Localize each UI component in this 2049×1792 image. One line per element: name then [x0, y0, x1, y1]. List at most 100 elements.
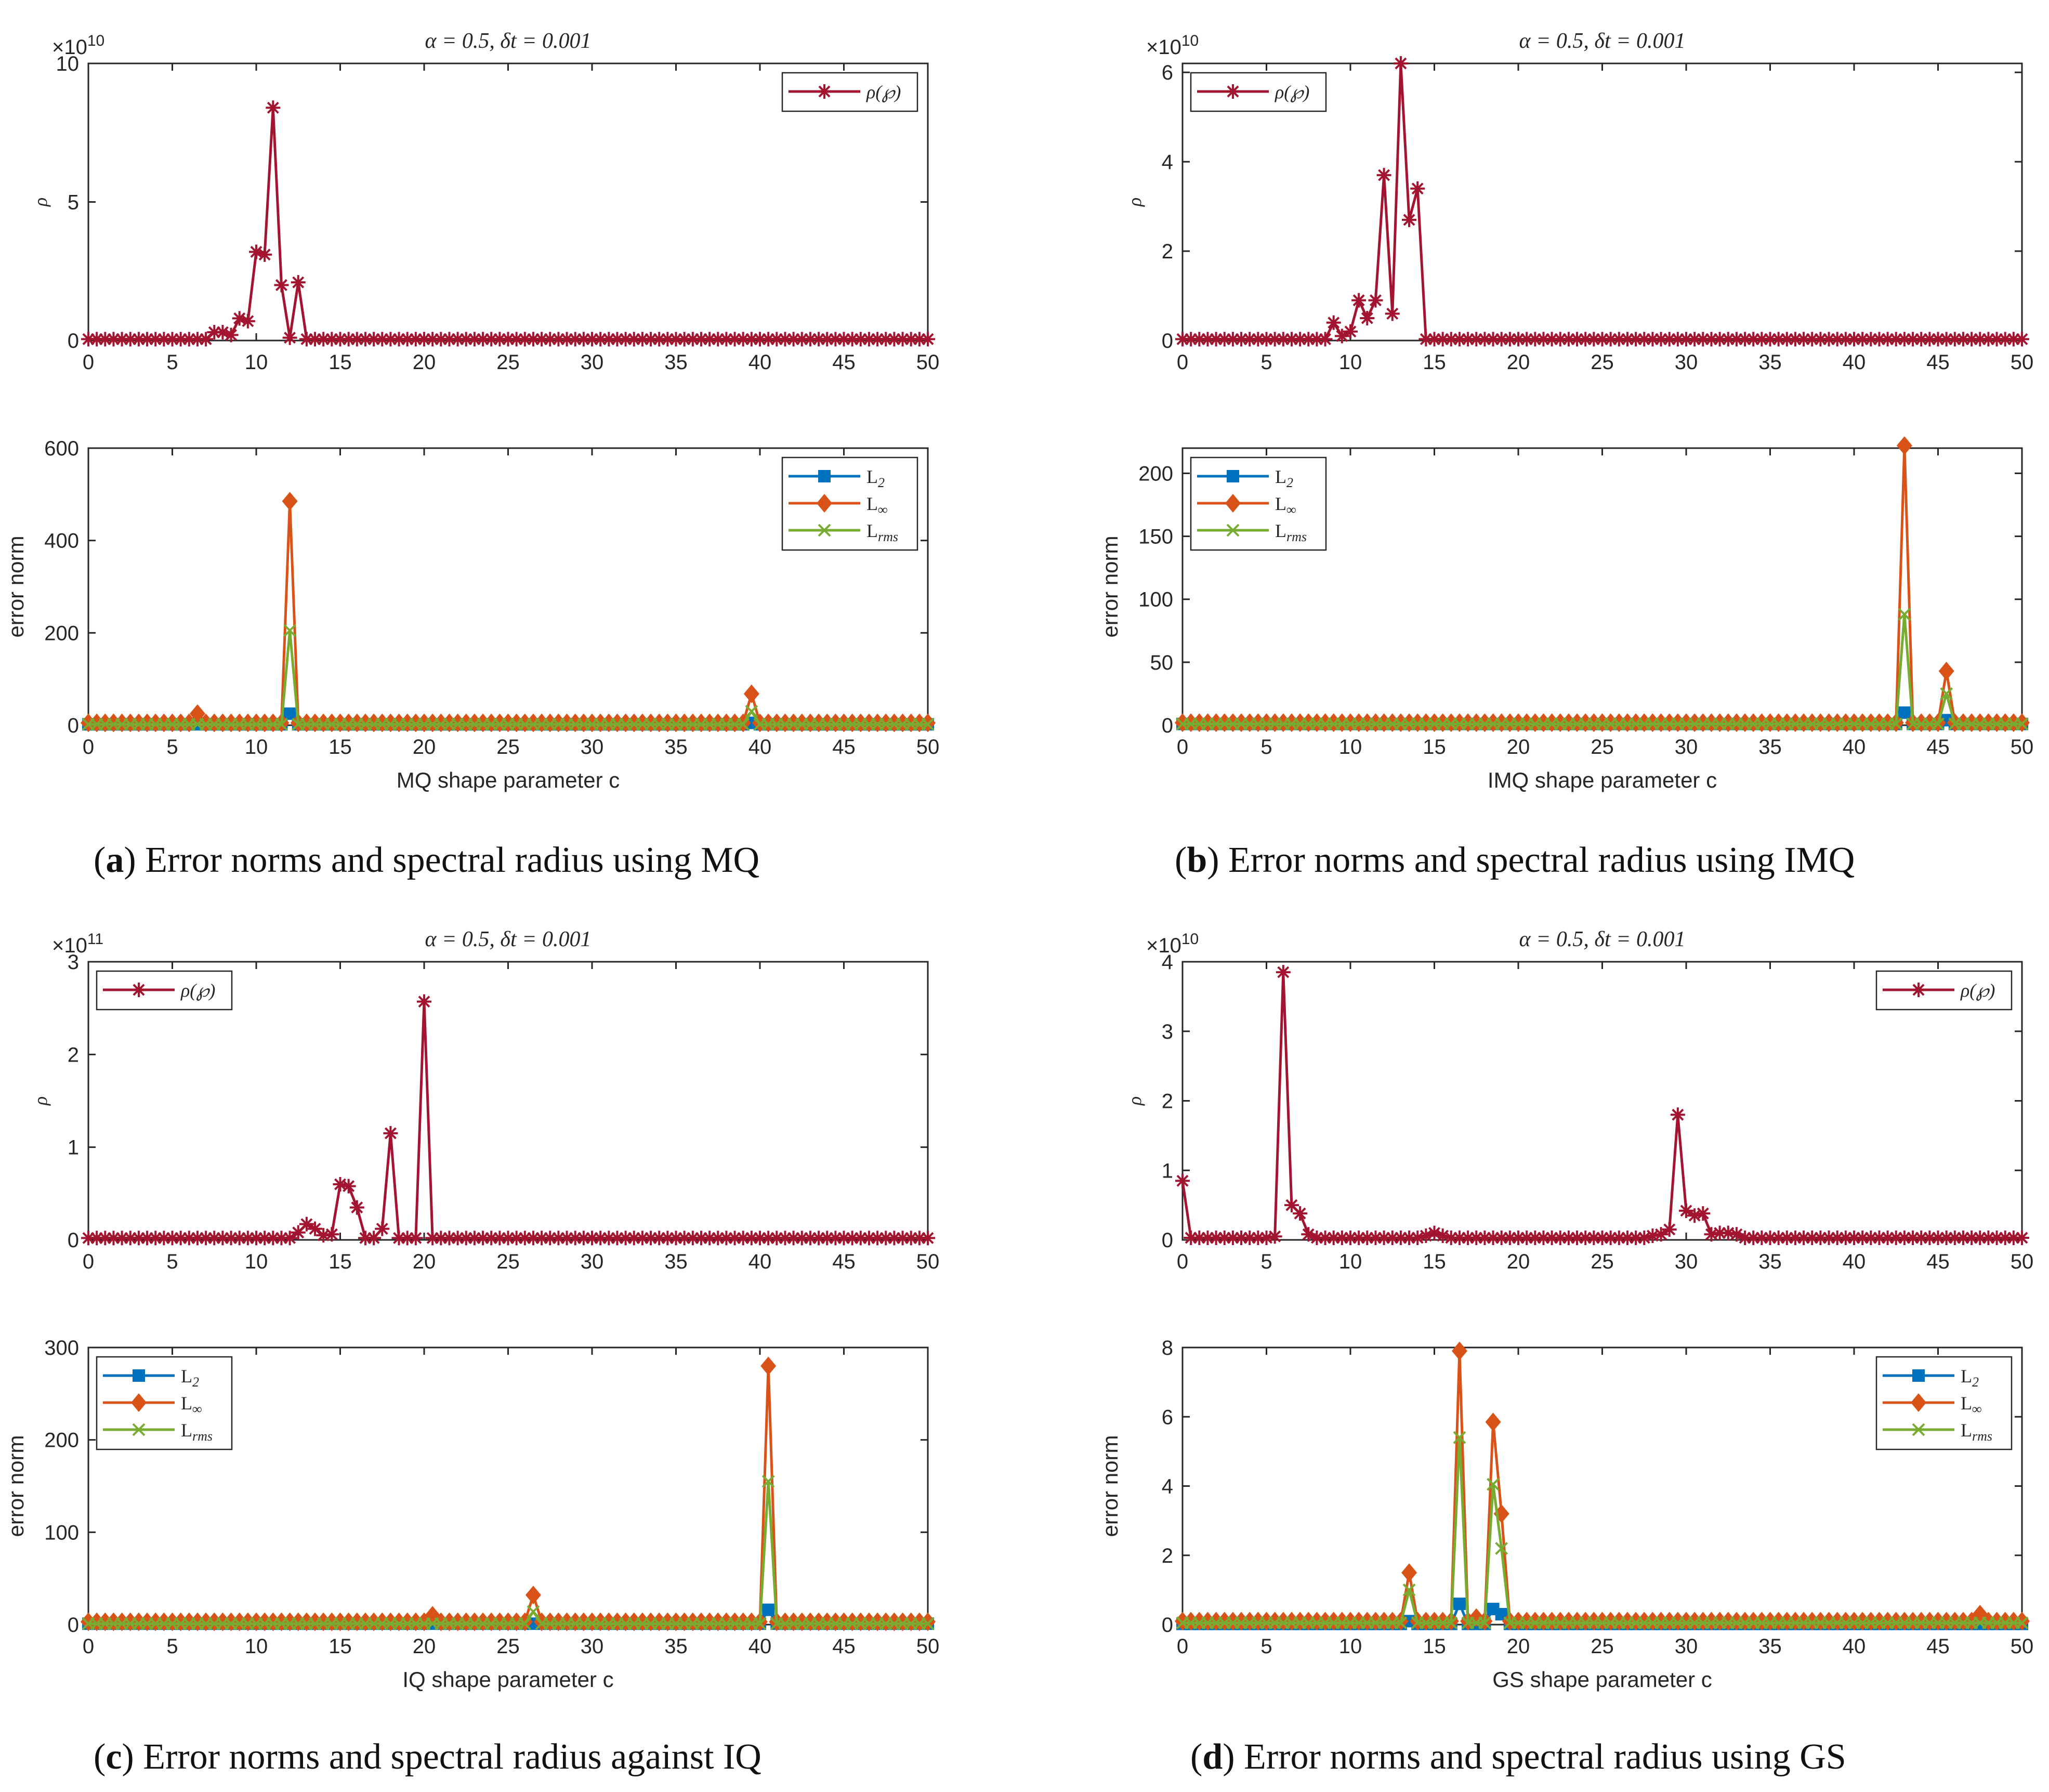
y-tick-label: 0	[68, 1614, 79, 1637]
legend-marker-rho	[1911, 983, 1926, 997]
data-point-rho	[2006, 332, 2021, 347]
data-point-rho	[568, 332, 583, 347]
data-point-rho	[458, 332, 474, 347]
x-tick-label: 45	[832, 1635, 856, 1658]
data-point-rho	[1217, 1230, 1232, 1245]
data-point-rho	[1435, 332, 1450, 347]
data-point-rho	[1528, 332, 1543, 347]
y-tick-label: 3	[68, 951, 79, 974]
data-point-rho	[156, 1231, 172, 1246]
x-tick-label: 30	[581, 351, 604, 374]
data-point-rho	[861, 1231, 876, 1246]
x-axis-label: GS shape parameter c	[1492, 1667, 1712, 1692]
data-point-rho	[1175, 1173, 1190, 1188]
x-tick-label: 30	[1675, 736, 1698, 758]
data-point-rho	[719, 332, 734, 347]
data-point-rho	[1402, 212, 1417, 227]
y-tick-label: 0	[1162, 1614, 1173, 1637]
data-point-rho	[1486, 332, 1501, 347]
y-tick-label: 2	[68, 1043, 79, 1066]
data-point-rho	[492, 1231, 507, 1246]
data-point-rho	[1578, 1230, 1593, 1245]
data-point-rho	[181, 1231, 196, 1246]
series-markers-rho	[1175, 965, 2029, 1245]
data-point-rho	[526, 1231, 541, 1246]
data-point-rho	[131, 1231, 146, 1246]
data-point-rho	[1469, 332, 1484, 347]
data-point-rho	[1511, 332, 1526, 347]
x-tick-label: 20	[413, 351, 436, 374]
data-point-rho	[1939, 332, 1954, 347]
data-point-rho	[1872, 1230, 1887, 1245]
data-point-rho	[1645, 332, 1660, 347]
y-tick-label: 0	[1162, 1229, 1173, 1252]
data-point-rho	[1973, 1230, 1988, 1245]
data-point-rho	[828, 332, 843, 347]
data-point-rho	[652, 332, 667, 347]
x-tick-label: 0	[1177, 351, 1188, 374]
data-point-rho	[1184, 1230, 1199, 1245]
data-point-rho	[1309, 332, 1324, 347]
axis-exponent: ×1010	[1146, 931, 1199, 957]
x-tick-label: 45	[1926, 736, 1950, 758]
y-tick-label: 50	[1150, 651, 1174, 674]
x-tick-label: 50	[916, 351, 940, 374]
x-tick-label: 35	[664, 1250, 688, 1273]
data-point-rho	[1410, 1230, 1425, 1245]
y-tick-label: 4	[1162, 1475, 1173, 1498]
data-point-rho	[114, 1231, 129, 1246]
x-tick-label: 40	[1843, 351, 1866, 374]
data-point-rho	[811, 332, 826, 347]
data-point-rho	[1922, 1230, 1937, 1245]
legend-label-rho: ρ(℘)	[1960, 980, 1995, 1001]
data-point-rho	[1897, 332, 1912, 347]
data-point-rho	[1385, 306, 1400, 321]
x-tick-label: 20	[413, 1635, 436, 1658]
data-point-rho	[668, 332, 684, 347]
data-point-rho	[820, 332, 835, 347]
data-point-rho	[618, 332, 633, 347]
data-point-rho	[1922, 332, 1937, 347]
data-point-rho	[1611, 332, 1626, 347]
data-point-rho	[1653, 1227, 1669, 1242]
data-point-rho	[803, 1231, 818, 1246]
data-point-rho	[299, 1217, 314, 1232]
x-tick-label: 5	[166, 1635, 178, 1658]
data-point-rho	[316, 332, 331, 347]
data-point-rho	[559, 1231, 574, 1246]
data-point-rho	[1418, 332, 1434, 347]
x-tick-label: 40	[748, 1250, 772, 1273]
y-tick-label: 2	[1162, 240, 1173, 263]
data-point-rho	[1964, 1230, 1979, 1245]
y-tick-label: 5	[68, 191, 79, 214]
x-tick-label: 15	[329, 1635, 352, 1658]
data-point-rho	[1796, 332, 1811, 347]
data-point-rho	[450, 332, 465, 347]
data-point-rho	[635, 332, 650, 347]
data-point-rho	[349, 332, 364, 347]
x-tick-label: 10	[245, 1250, 268, 1273]
data-point-rho	[1628, 332, 1644, 347]
data-point-lrms	[1932, 717, 1945, 730]
x-tick-label: 0	[83, 736, 94, 758]
data-point-rho	[215, 1231, 230, 1246]
data-point-rho	[1821, 332, 1836, 347]
data-point-rho	[165, 1231, 180, 1246]
series-markers-rho	[81, 994, 935, 1246]
data-point-rho	[391, 1231, 406, 1246]
data-point-rho	[1872, 332, 1887, 347]
data-point-rho	[383, 1126, 398, 1141]
data-point-rho	[753, 1231, 767, 1246]
data-point-lrms	[1487, 1477, 1500, 1491]
data-point-rho	[820, 1231, 835, 1246]
data-point-rho	[786, 332, 801, 347]
legend-marker-rho	[817, 84, 832, 99]
x-tick-label: 10	[245, 1635, 268, 1658]
data-point-rho	[593, 1231, 608, 1246]
data-point-lrms	[745, 704, 758, 718]
data-point-rho	[836, 1231, 851, 1246]
data-point-rho	[324, 332, 339, 347]
data-point-rho	[610, 1231, 625, 1246]
y-tick-label: 150	[1138, 526, 1173, 548]
x-tick-label: 40	[1843, 736, 1866, 758]
